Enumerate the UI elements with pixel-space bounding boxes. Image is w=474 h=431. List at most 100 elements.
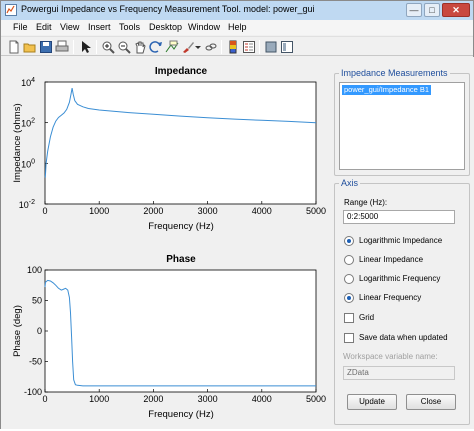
y-tick-label: -100 [24, 387, 42, 397]
save-icon[interactable] [39, 40, 53, 54]
impedance-ylabel: Impedance (ohms) [12, 103, 23, 182]
radio-linear-frequency[interactable]: Linear Frequency [344, 292, 464, 304]
axis-panel-title: Axis [339, 178, 361, 188]
range-input[interactable]: 0:2:5000 [343, 210, 455, 224]
radio-button[interactable] [344, 274, 354, 284]
colorbar-icon[interactable] [226, 40, 240, 54]
impedance-xticks: 0 1000 2000 3000 4000 5000 [42, 201, 326, 216]
menu-bar: File Edit View Insert Tools Desktop Wind… [1, 20, 473, 35]
x-tick-label: 3000 [198, 206, 218, 216]
axis-panel: Axis Range (Hz): 0:2:5000 Logarithmic Im… [334, 178, 470, 425]
x-tick-label: 4000 [252, 206, 272, 216]
grid-checkbox[interactable]: Grid [344, 312, 464, 324]
new-figure-icon[interactable] [7, 40, 21, 54]
measurements-panel-title: Impedance Measurements [339, 68, 450, 78]
radio-button[interactable] [344, 293, 354, 303]
toolbar-separator [259, 40, 260, 54]
close-button[interactable]: Close [406, 394, 456, 410]
menu-desktop[interactable]: Desktop [149, 22, 183, 32]
y-tick-label: 104 [21, 77, 35, 88]
toolbar-separator [73, 40, 74, 54]
phase-axes[interactable]: Phase Frequency (Hz) Phase (deg) 0 1000 20… [12, 254, 326, 420]
menu-edit[interactable]: Edit [36, 22, 52, 32]
title-bar[interactable]: Powergui Impedance vs Frequency Measurem… [1, 1, 473, 20]
radio-label: Logarithmic Frequency [359, 274, 441, 283]
legend-icon[interactable] [242, 40, 256, 54]
x-tick-label: 0 [42, 206, 47, 216]
menu-view[interactable]: View [60, 22, 80, 32]
menu-insert[interactable]: Insert [88, 22, 111, 32]
plots-canvas[interactable]: Impedance Frequency (Hz) Impedance (ohms… [1, 57, 331, 429]
impedance-axes[interactable]: Impedance Frequency (Hz) Impedance (ohms… [12, 66, 326, 232]
x-tick-label: 3000 [198, 394, 218, 404]
zoom-in-icon[interactable] [101, 40, 115, 54]
y-tick-label: 100 [21, 158, 35, 169]
y-tick-label: -50 [29, 357, 42, 367]
impedance-title: Impedance [155, 66, 208, 77]
phase-title: Phase [166, 254, 196, 265]
side-panel: Impedance Measurements power_gui/Impedan… [331, 57, 474, 429]
workspace-variable-label: Workspace variable name: [343, 352, 438, 361]
matlab-figure-icon [5, 4, 17, 16]
checkbox[interactable] [344, 313, 354, 323]
brush-icon[interactable] [181, 40, 195, 54]
radio-label: Linear Frequency [359, 293, 422, 302]
x-tick-label: 2000 [143, 206, 163, 216]
impedance-measurements-panel: Impedance Measurements power_gui/Impedan… [334, 68, 470, 176]
rotate-icon[interactable] [149, 40, 163, 54]
save-data-checkbox[interactable]: Save data when updated [344, 332, 468, 344]
open-icon[interactable] [23, 40, 37, 54]
data-cursor-icon[interactable] [165, 40, 179, 54]
menu-tools[interactable]: Tools [119, 22, 141, 32]
grid-label: Grid [359, 313, 375, 322]
checkbox[interactable] [344, 333, 354, 343]
workspace-variable-input: ZData [343, 366, 455, 380]
impedance-axes-box[interactable] [44, 81, 317, 205]
maximize-button[interactable]: □ [424, 3, 440, 17]
phase-ylabel: Phase (deg) [12, 305, 23, 357]
menu-window[interactable]: Window [188, 22, 221, 32]
hide-plot-tools-icon[interactable] [264, 40, 278, 54]
minimize-button[interactable]: — [406, 3, 422, 17]
update-button[interactable]: Update [347, 394, 397, 410]
toolbar-separator [96, 40, 97, 54]
edit-plot-arrow-icon[interactable] [79, 40, 93, 54]
y-tick-label: 50 [32, 296, 42, 306]
show-plot-tools-icon[interactable] [280, 40, 294, 54]
close-icon: ✕ [452, 5, 460, 15]
zoom-out-icon[interactable] [117, 40, 131, 54]
toolbar-separator [221, 40, 222, 54]
phase-xticks: 0 1000 2000 3000 4000 5000 [42, 389, 326, 404]
x-tick-label: 0 [42, 394, 47, 404]
close-window-button[interactable]: ✕ [442, 3, 470, 17]
impedance-xlabel: Frequency (Hz) [148, 221, 213, 232]
radio-button[interactable] [344, 236, 354, 246]
radio-logarithmic-frequency[interactable]: Logarithmic Frequency [344, 273, 464, 285]
radio-label: Linear Impedance [359, 255, 424, 264]
link-icon[interactable] [204, 40, 218, 54]
menu-help[interactable]: Help [228, 22, 247, 32]
x-tick-label: 1000 [89, 394, 109, 404]
y-tick-label: 102 [21, 118, 35, 129]
measurements-listbox[interactable]: power_gui/Impedance B1 [339, 82, 465, 170]
x-tick-label: 5000 [306, 394, 326, 404]
pan-icon[interactable] [133, 40, 147, 54]
impedance-yticks: 104 102 100 10-2 [19, 77, 48, 210]
phase-yticks: 100 50 0 -50 -100 [24, 265, 48, 397]
figure-toolbar [1, 36, 473, 56]
x-tick-label: 4000 [252, 394, 272, 404]
radio-linear-impedance[interactable]: Linear Impedance [344, 254, 464, 266]
plot-area: Impedance Frequency (Hz) Impedance (ohms… [1, 57, 331, 429]
x-tick-label: 5000 [306, 206, 326, 216]
radio-button[interactable] [344, 255, 354, 265]
chevron-down-icon[interactable] [194, 40, 202, 54]
radio-logarithmic-impedance[interactable]: Logarithmic Impedance [344, 235, 464, 247]
menu-file[interactable]: File [13, 22, 28, 32]
radio-label: Logarithmic Impedance [359, 236, 443, 245]
y-tick-label: 100 [27, 265, 42, 275]
y-tick-label: 0 [37, 326, 42, 336]
print-icon[interactable] [55, 40, 69, 54]
list-item[interactable]: power_gui/Impedance B1 [342, 85, 432, 95]
phase-axes-box[interactable] [44, 269, 317, 393]
phase-xlabel: Frequency (Hz) [148, 409, 213, 420]
